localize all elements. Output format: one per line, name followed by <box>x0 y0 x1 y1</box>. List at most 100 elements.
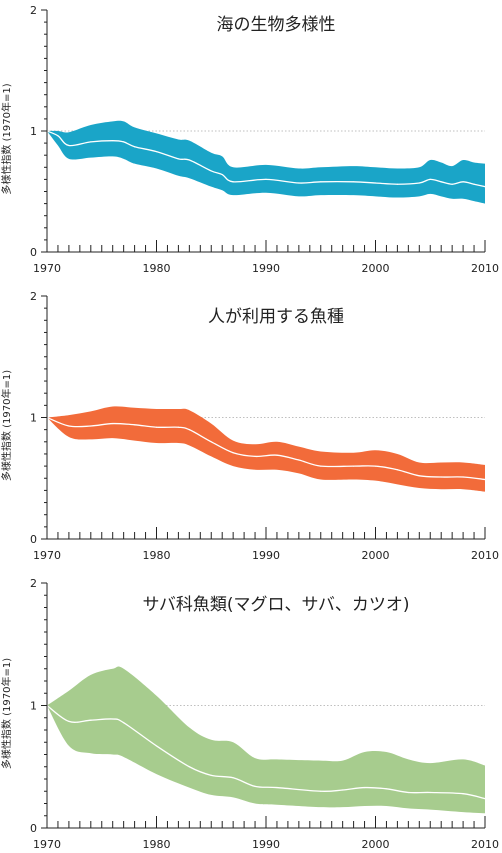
data-point <box>462 793 464 795</box>
data-point <box>68 720 70 723</box>
data-point <box>396 183 398 185</box>
data-point <box>374 465 377 467</box>
x-tick-label: 1980 <box>143 838 171 851</box>
data-point <box>320 790 322 792</box>
confidence-band <box>47 120 485 204</box>
data-point <box>418 182 420 184</box>
data-point <box>276 454 278 456</box>
data-point <box>90 719 92 721</box>
data-point <box>396 469 398 471</box>
x-tick-label: 2010 <box>471 549 499 562</box>
data-point <box>68 144 70 147</box>
chart-title: 人が利用する魚種 <box>208 307 344 327</box>
data-point <box>298 182 300 184</box>
data-point <box>342 789 344 791</box>
data-point <box>232 777 234 779</box>
data-point <box>123 722 125 724</box>
y-tick-label: 0 <box>30 533 37 546</box>
chart-title: サバ科魚類(マグロ、サバ、カツオ) <box>143 595 410 615</box>
chart-title: 海の生物多様性 <box>217 15 336 35</box>
y-axis-label: 多様性指数 (1970年=1) <box>0 658 13 769</box>
x-tick-label: 2000 <box>362 262 390 275</box>
y-tick-label: 1 <box>30 125 37 138</box>
x-tick-label: 2000 <box>362 838 390 851</box>
data-point <box>484 478 486 481</box>
data-point <box>462 181 464 183</box>
y-tick-label: 2 <box>30 577 37 590</box>
data-point <box>320 465 322 467</box>
data-point <box>254 455 256 457</box>
x-tick-label: 1980 <box>143 262 171 275</box>
data-point <box>112 140 114 142</box>
data-point <box>188 159 190 161</box>
data-point <box>112 422 114 425</box>
data-point <box>68 425 70 427</box>
data-point <box>407 791 409 794</box>
data-point <box>353 465 355 467</box>
data-point <box>429 791 431 794</box>
data-point <box>254 785 256 787</box>
chart-panel: サバ科魚類(マグロ、サバ、カツオ) 0 1 2 1970 1980 1990 2000 2010… <box>0 577 499 851</box>
data-point <box>177 426 179 428</box>
data-point <box>353 181 355 183</box>
data-point <box>429 178 431 180</box>
x-tick-label: 2000 <box>362 549 390 562</box>
data-point <box>188 766 190 768</box>
y-tick-label: 0 <box>30 246 37 259</box>
x-tick-label: 1990 <box>252 838 280 851</box>
data-point <box>134 146 136 148</box>
data-point <box>188 429 190 431</box>
confidence-band <box>47 666 485 814</box>
x-tick-label: 1990 <box>252 262 280 275</box>
data-point <box>265 178 267 180</box>
y-tick-label: 2 <box>30 4 37 17</box>
data-point <box>363 786 366 789</box>
y-tick-label: 2 <box>30 290 37 303</box>
data-point <box>221 173 223 176</box>
data-point <box>298 459 300 461</box>
data-point <box>484 186 486 188</box>
data-point <box>155 745 158 747</box>
data-point <box>418 475 420 477</box>
data-point <box>320 181 322 183</box>
data-point <box>276 786 278 789</box>
x-tick-label: 2010 <box>471 838 499 851</box>
data-point <box>90 141 92 143</box>
data-point <box>90 425 92 427</box>
data-point <box>155 150 158 153</box>
data-point <box>134 424 136 426</box>
y-tick-label: 1 <box>30 700 37 713</box>
chart-panel: 海の生物多様性 0 1 2 1970 1980 1990 2000 2010 多様性指数 (197… <box>0 4 499 275</box>
index-line <box>46 130 486 188</box>
confidence-band <box>47 406 485 492</box>
data-point <box>473 183 475 185</box>
data-point <box>232 452 234 454</box>
x-tick-label: 1980 <box>143 549 171 562</box>
data-point <box>462 476 464 478</box>
data-point <box>177 158 179 160</box>
data-point <box>484 798 486 800</box>
data-point <box>210 170 212 172</box>
data-point <box>232 181 234 183</box>
data-point <box>112 718 114 720</box>
y-tick-label: 0 <box>30 822 37 835</box>
data-point <box>57 135 59 137</box>
data-point <box>451 183 453 185</box>
y-axis-label: 多様性指数 (1970年=1) <box>0 370 13 481</box>
data-point <box>440 181 442 183</box>
data-point <box>210 774 212 776</box>
x-tick-label: 1970 <box>33 838 61 851</box>
x-tick-label: 2010 <box>471 262 499 275</box>
x-tick-label: 1970 <box>33 549 61 562</box>
data-point <box>210 441 212 443</box>
data-point <box>374 182 377 184</box>
y-tick-label: 1 <box>30 412 37 425</box>
data-point <box>123 141 125 143</box>
data-point <box>440 476 442 478</box>
x-tick-label: 1990 <box>252 549 280 562</box>
data-point <box>385 788 388 790</box>
y-axis-label: 多様性指数 (1970年=1) <box>0 83 13 194</box>
x-tick-label: 1970 <box>33 262 61 275</box>
